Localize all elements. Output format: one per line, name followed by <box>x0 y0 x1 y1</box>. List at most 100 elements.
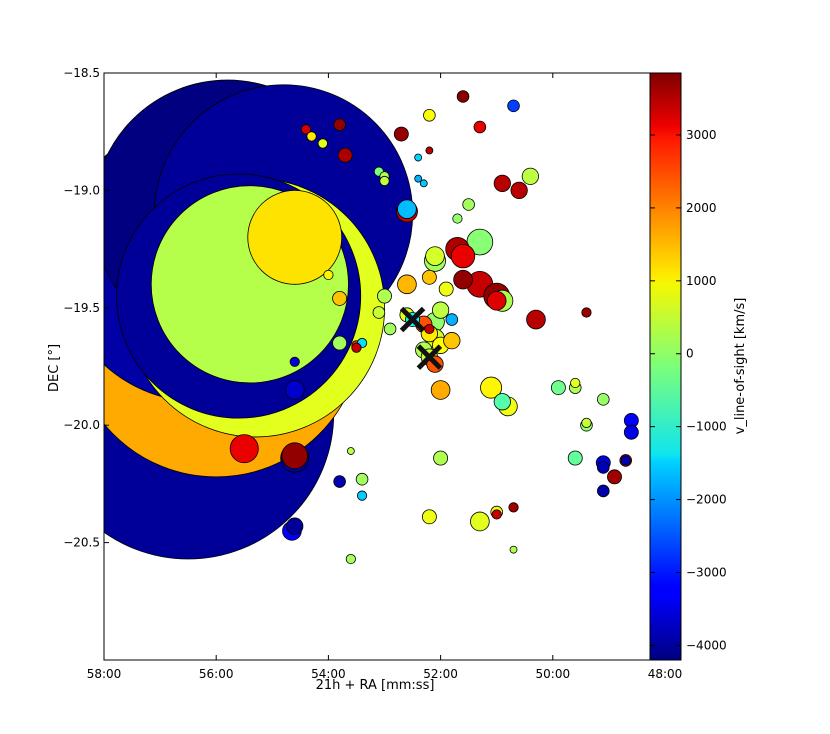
data-point-65 <box>431 301 450 319</box>
data-point-75 <box>424 323 435 335</box>
data-point-80 <box>480 376 503 399</box>
data-point-106 <box>491 509 502 520</box>
data-point-84 <box>570 377 581 389</box>
colorbar-tick-label-4: −1000 <box>686 420 727 434</box>
data-point-51 <box>453 269 473 290</box>
data-point-103 <box>421 509 437 525</box>
data-point-56 <box>526 309 546 330</box>
data-point-57 <box>581 307 592 318</box>
data-point-89 <box>567 450 583 466</box>
data-point-31 <box>414 174 423 183</box>
y-axis-label: DEC [°] <box>47 344 62 392</box>
data-point-32 <box>419 179 428 188</box>
data-point-38 <box>493 174 511 192</box>
data-point-34 <box>425 146 434 155</box>
colorbar-label: v_line-of-sight [km/s] <box>733 298 748 435</box>
x-axis-label: 21h + RA [mm:ss] <box>316 678 435 693</box>
data-point-27 <box>393 126 409 142</box>
data-point-99 <box>346 447 355 455</box>
x-tick-label-2: 54:00 <box>311 667 346 681</box>
data-point-18 <box>286 517 304 535</box>
data-point-81 <box>493 393 511 411</box>
data-point-74 <box>430 380 451 400</box>
data-point-93 <box>597 461 610 474</box>
data-point-12 <box>323 269 334 281</box>
data-point-104 <box>470 511 490 532</box>
data-point-60 <box>383 322 397 336</box>
colorbar-tick-label-6: −3000 <box>686 565 727 579</box>
data-point-35 <box>456 90 470 103</box>
x-marker-0 <box>399 306 426 333</box>
data-point-100 <box>355 472 369 486</box>
data-point-40 <box>521 167 539 185</box>
data-point-109 <box>345 553 356 565</box>
data-point-49 <box>421 269 437 285</box>
data-point-23 <box>337 147 353 163</box>
data-point-48 <box>397 274 417 295</box>
data-point-97 <box>597 484 610 498</box>
data-point-21 <box>317 138 328 149</box>
colorbar-ticks: 3000 2000 1000 0 −1000 −2000 −3000 −4000 <box>650 128 727 652</box>
data-point-91 <box>623 424 639 440</box>
data-point-36 <box>473 120 487 134</box>
x-tick-label-4: 50:00 <box>536 667 571 681</box>
data-point-20 <box>306 131 317 142</box>
data-point-13 <box>332 290 348 306</box>
data-point-70 <box>445 313 459 326</box>
x-tick-label-1: 56:00 <box>199 667 234 681</box>
data-point-41 <box>462 198 475 211</box>
data-point-79 <box>351 342 362 353</box>
data-point-87 <box>581 417 592 428</box>
data-point-46 <box>425 246 445 266</box>
y-tick-label-3: −20.0 <box>63 418 100 432</box>
data-point-50 <box>438 281 454 297</box>
data-point-86 <box>597 393 610 406</box>
x-tick-label-5: 48:00 <box>648 667 683 681</box>
colorbar-tick-label-1: 2000 <box>686 201 717 215</box>
y-tick-label-2: −19.5 <box>63 301 100 315</box>
y-tick-label-4: −20.5 <box>63 536 100 550</box>
data-point-33 <box>423 108 436 122</box>
data-point-9 <box>247 189 343 285</box>
data-point-10 <box>284 380 305 400</box>
x-marker-1 <box>416 344 443 370</box>
data-point-54 <box>486 290 507 311</box>
x-tick-label-3: 52:00 <box>423 667 458 681</box>
y-axis-ticks: −18.5 −19.0 −19.5 −20.0 −20.5 <box>63 66 665 550</box>
colorbar-tick-label-5: −2000 <box>686 493 727 507</box>
data-point-26 <box>379 175 390 187</box>
data-point-30 <box>414 153 423 162</box>
x-tick-label-0: 58:00 <box>87 667 122 681</box>
data-point-76 <box>332 335 348 351</box>
data-point-19 <box>300 124 312 135</box>
data-point-28 <box>397 199 417 219</box>
data-point-101 <box>333 475 346 488</box>
data-point-22 <box>333 118 346 131</box>
colorbar-tick-label-0: 3000 <box>686 128 717 142</box>
data-point-16 <box>281 442 309 470</box>
data-point-45 <box>450 244 476 269</box>
y-tick-label-1: −19.0 <box>63 183 100 197</box>
colorbar-tick-label-7: −4000 <box>686 638 727 652</box>
data-point-108 <box>509 545 518 554</box>
colorbar-tick-label-3: 0 <box>686 347 694 361</box>
data-point-69 <box>443 332 461 350</box>
data-point-83 <box>550 380 566 396</box>
data-point-58 <box>377 288 392 304</box>
data-point-42 <box>452 213 463 224</box>
data-point-98 <box>433 450 449 466</box>
data-point-11 <box>289 356 300 367</box>
y-tick-label-0: −18.5 <box>63 66 100 80</box>
data-point-96 <box>607 469 622 485</box>
colorbar <box>649 72 682 661</box>
data-point-107 <box>508 502 519 513</box>
colorbar-tick-label-2: 1000 <box>686 274 717 288</box>
x-markers <box>399 306 443 370</box>
data-point-95 <box>620 455 631 466</box>
data-point-59 <box>372 306 386 319</box>
data-point-37 <box>507 99 520 113</box>
x-axis-ticks: 58:00 56:00 54:00 52:00 50:00 48:00 <box>87 73 683 681</box>
data-point-14 <box>229 434 259 464</box>
data-point-39 <box>510 181 528 200</box>
